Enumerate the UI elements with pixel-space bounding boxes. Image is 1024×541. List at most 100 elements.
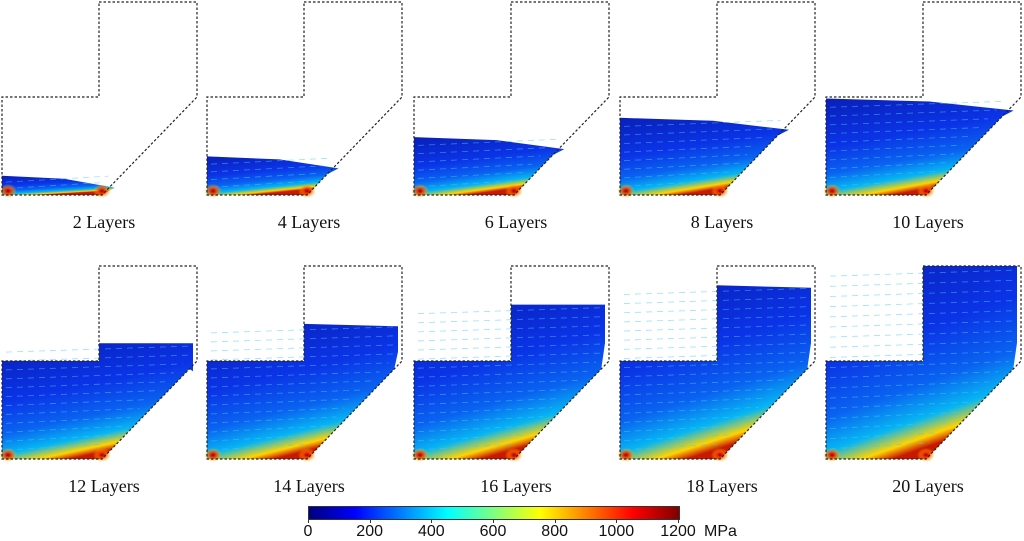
stress-hotspot [93,448,111,462]
layer-streak [210,425,328,433]
deposition-panel: 16 Layers [411,264,618,496]
layer-streak [417,389,570,396]
deposition-panel: 6 Layers [411,0,618,232]
layer-streak [5,182,103,189]
layer-streak [5,434,114,442]
layer-streak [829,340,1014,348]
layer-streak [623,128,773,136]
deposited-region [620,285,811,459]
colorbar-tick [616,519,618,523]
layer-streak [210,335,395,343]
deposited-region [207,156,339,195]
part-outline [1,265,198,460]
layer-streak [829,171,938,178]
layer-streak [417,138,557,146]
layer-streak [417,155,541,163]
part-outline [413,265,610,460]
layer-streak [5,390,157,398]
layer-streak [623,425,741,432]
layer-streak [417,425,535,433]
layer-streak [417,416,544,424]
deposition-panel: 18 Layers [617,264,824,496]
layer-streak [829,300,1014,308]
panel-label: 2 Layers [72,212,136,232]
layer-streak [829,320,1014,328]
layer-streak [210,344,395,352]
part-outline [619,265,816,460]
stress-field-plot [823,265,1022,462]
layer-streak [829,290,1014,297]
panel-label: 10 Layers [892,212,964,232]
colorbar-tick [369,519,371,523]
panel-label: 18 Layers [686,476,758,496]
layer-streak [829,135,972,143]
part-outline [206,265,403,460]
layer-streak [5,372,174,380]
colorbar-tick-label: 200 [356,523,383,540]
stress-hotspot [917,448,935,462]
layer-streak [829,401,970,409]
stress-hotspot [505,184,523,198]
layer-streak [829,153,955,161]
layer-streak [417,343,602,351]
colorbar-tick-label: 400 [417,523,445,540]
layer-streak [829,100,1006,108]
colorbar [308,506,680,520]
layer-streak [210,157,331,165]
layer-streak [829,109,997,117]
layer-streak [210,434,319,442]
layer-streak [417,163,533,171]
panel-label: 14 Layers [273,476,345,496]
colorbar-tick-label: 1200 [660,523,696,540]
stress-hotspot [917,184,935,198]
layer-streak [623,352,808,359]
layer-streak [623,434,732,442]
colorbar-tick-label: 800 [541,523,568,540]
layer-streak [623,154,748,162]
layer-streak [210,407,345,415]
stress-hotspot [505,448,523,462]
deposition-panel: 14 Layers [204,264,411,496]
part-outline [206,1,403,196]
part-outline [619,1,816,196]
stress-field-plot [411,1,610,198]
layer-streak [623,406,759,414]
deposited-region [414,304,605,459]
layer-streak [829,432,940,440]
layer-streak [417,172,525,179]
layer-streak [829,144,963,152]
panel-label: 12 Layers [68,476,140,496]
layer-streak [829,351,1014,358]
layer-streak [829,269,1014,277]
layer-streak [829,330,1014,338]
layer-streak [829,310,1014,318]
layer-streak [5,345,190,353]
layer-streak [5,425,122,433]
layer-streak [829,127,980,134]
deposited-region [207,323,398,459]
layer-streak [829,179,929,187]
layer-streak [829,118,989,126]
layer-streak [210,180,309,188]
layer-streak [829,422,950,429]
layer-streak [210,165,324,173]
colorbar-tick [678,519,679,523]
stress-field-plot [411,265,610,462]
layer-streak [623,443,723,451]
deposition-panel: 10 Layers [823,0,1024,232]
stress-hotspot [93,184,111,198]
layer-streak [829,279,1014,287]
layer-streak [210,362,389,370]
layer-streak [417,316,602,324]
layer-streak [417,307,602,315]
layer-streak [5,363,183,371]
deposition-panel: 12 Layers [0,264,206,496]
layer-streak [623,388,777,396]
stress-hotspot [298,448,316,462]
stress-field-plot [204,1,403,198]
colorbar-tick-label: 1000 [598,523,635,540]
part-outline [825,1,1022,196]
stress-field-plot [617,265,816,462]
deposited-region [826,266,1017,459]
